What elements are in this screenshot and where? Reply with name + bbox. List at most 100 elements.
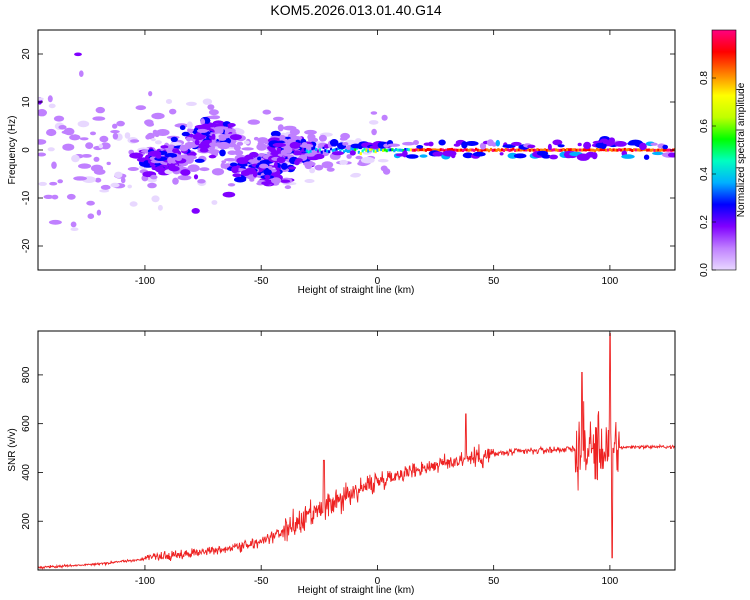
spectrogram-carrier-cell-976 — [592, 148, 595, 152]
spectrogram-carrier-cell-1012 — [659, 148, 662, 152]
spectrogram-cell-417 — [193, 174, 199, 180]
spectrogram-cell-818 — [272, 142, 286, 148]
spectrogram-carrier-cell-969 — [579, 148, 582, 152]
spectrogram-cell-138 — [172, 177, 179, 185]
spectrogram-carrier-cell-996 — [629, 148, 632, 152]
spectrogram-cell-82 — [92, 116, 106, 121]
spectrogram-carrier-cell-875 — [404, 148, 407, 151]
spectrogram-cell-387 — [192, 133, 206, 141]
spectrogram-cell-643 — [239, 163, 248, 167]
spectrogram-cell-92 — [211, 168, 225, 176]
spectrogram-carrier-cell-910 — [469, 148, 472, 152]
spectrogram-cell-170 — [222, 191, 236, 198]
spectrogram-carrier-cell-873 — [400, 148, 403, 152]
spectrogram-cell-472 — [177, 174, 192, 181]
spectrogram-cell-236 — [127, 184, 132, 189]
spectrogram-y-tick-label-1: -10 — [21, 190, 32, 205]
spectrogram-cell-216 — [256, 143, 268, 151]
spectrogram-carrier-cell-845 — [348, 149, 351, 153]
spectrogram-cell-163 — [197, 179, 206, 184]
spectrogram-cell-359 — [184, 141, 196, 147]
spectrogram-carrier-cell-964 — [569, 148, 572, 152]
spectrogram-cell-315 — [208, 154, 217, 159]
spectrogram-carrier-cell-956 — [555, 148, 558, 152]
spectrogram-carrier-cell-908 — [465, 148, 468, 152]
spectrogram-carrier-cell-868 — [391, 148, 394, 152]
spectrogram-cell-1102 — [614, 141, 627, 147]
spectrogram-cell-11 — [199, 167, 210, 172]
spectrogram-carrier-cell-962 — [566, 148, 569, 151]
spectrogram-cell-1093 — [583, 141, 592, 150]
spectrogram-cell-107 — [48, 103, 56, 109]
spectrogram-carrier-cell-880 — [413, 148, 416, 152]
spectrogram-carrier-cell-1005 — [646, 148, 649, 152]
spectrogram-cell-217 — [382, 168, 391, 175]
spectrogram-cell-1116 — [667, 152, 675, 158]
spectrogram-cell-617 — [279, 179, 291, 183]
spectrogram-cell-214 — [151, 195, 160, 203]
spectrogram-carrier-cell-895 — [441, 148, 444, 152]
spectrogram-carrier-cell-1018 — [670, 149, 673, 153]
spectrogram-carrier-cell-988 — [614, 148, 617, 152]
spectrogram-cell-1108 — [639, 142, 647, 151]
spectrogram-cell-151 — [185, 101, 197, 106]
spectrogram-cell-515 — [187, 164, 200, 172]
spectrogram-cell-195 — [351, 172, 362, 177]
spectrogram-cell-362 — [219, 149, 226, 157]
spectrogram-cell-54 — [51, 161, 57, 169]
spectrogram-cell-137 — [43, 194, 54, 199]
spectrogram-cell-229 — [53, 115, 65, 122]
spectrogram-cell-173 — [130, 139, 140, 143]
spectrogram-cell-819 — [289, 141, 301, 149]
spectrogram-cell-150 — [46, 128, 57, 137]
spectrogram-cell-67 — [304, 129, 317, 135]
spectrogram-cell-33 — [70, 221, 77, 228]
spectrogram-carrier-cell-920 — [488, 149, 491, 153]
spectrogram-carrier-cell-900 — [450, 147, 453, 151]
spectrogram-cell-755 — [270, 130, 281, 138]
spectrogram-cell-202 — [63, 127, 75, 136]
spectrogram-carrier-cell-974 — [588, 148, 591, 152]
spectrogram-carrier-cell-897 — [445, 148, 448, 152]
spectrogram-carrier-cell-836 — [331, 148, 334, 152]
spectrogram-carrier-cell-823 — [307, 150, 310, 154]
spectrogram-carrier-cell-957 — [556, 148, 559, 152]
spectrogram-carrier-cell-821 — [303, 147, 307, 151]
spectrogram-cell-223 — [47, 147, 55, 152]
spectrogram-cell-35 — [48, 219, 62, 225]
spectrogram-cell-1082 — [541, 154, 551, 159]
spectrogram-cell-124 — [309, 167, 316, 174]
colorbar-tick-label-1: 0.2 — [699, 215, 710, 229]
spectrogram-carrier-cell-981 — [601, 148, 604, 152]
spectrogram-cell-249 — [77, 120, 90, 128]
spectrogram-cell-72 — [110, 182, 120, 188]
spectrogram-carrier-cell-866 — [387, 148, 390, 152]
colorbar-ticks: 0.0 0.2 0.4 0.6 0.8 — [699, 71, 716, 277]
spectrogram-cell-565 — [288, 166, 297, 170]
spectrogram-carrier-cell-850 — [357, 150, 360, 154]
spectrogram-carrier-cell-968 — [577, 148, 580, 152]
spectrogram-cell-1111 — [650, 142, 658, 146]
spectrogram-cell-803 — [299, 143, 314, 149]
spectrogram-carrier-cell-951 — [545, 148, 548, 152]
spectrogram-cell-158 — [58, 125, 67, 130]
spectrogram-cell-45 — [277, 124, 284, 132]
spectrogram-cell-155 — [371, 128, 377, 136]
spectrogram-cell-1091 — [577, 142, 582, 147]
spectrogram-cell-813 — [280, 149, 287, 156]
spectrogram-cell-1070 — [499, 152, 504, 156]
spectrogram-carrier-cell-881 — [415, 148, 418, 152]
spectrogram-cell-397 — [209, 142, 219, 147]
spectrogram-cell-493 — [184, 155, 197, 160]
spectrogram-cell-538 — [155, 154, 162, 159]
spectrogram-cell-38 — [106, 161, 111, 166]
spectrogram-cell-114 — [93, 156, 100, 162]
spectrogram-cell-66 — [100, 142, 111, 150]
spectrogram-x-tick-label-0: -100 — [135, 276, 155, 287]
spectrogram-cell-255 — [169, 108, 177, 115]
spectrogram-carrier-cell-985 — [608, 148, 612, 152]
spectrogram-cell-178 — [85, 142, 94, 150]
spectrogram-carrier-cell-839 — [337, 147, 340, 150]
colorbar-tick-label-2: 0.4 — [699, 167, 710, 181]
